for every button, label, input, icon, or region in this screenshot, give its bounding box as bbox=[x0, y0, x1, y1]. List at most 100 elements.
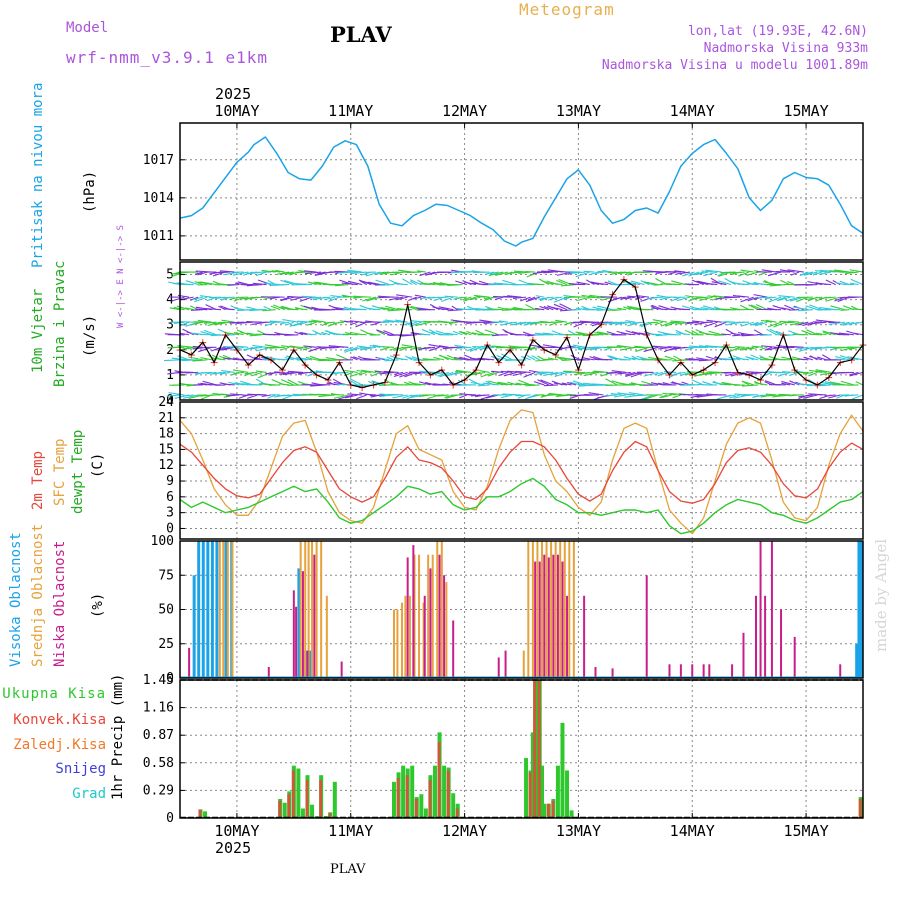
wind-arrow bbox=[432, 281, 445, 286]
wind-arrow bbox=[512, 371, 527, 376]
wind-arrow bbox=[796, 346, 809, 350]
wind-arrow bbox=[318, 394, 335, 398]
total-precip-bar bbox=[535, 680, 540, 818]
total-precip-bar bbox=[296, 768, 301, 818]
wind-arrow bbox=[477, 384, 490, 387]
wind-arrow bbox=[815, 332, 827, 336]
total-precip-bar bbox=[419, 794, 424, 818]
wind-arrow bbox=[643, 394, 659, 400]
wind-arrow bbox=[289, 321, 304, 327]
wind-arrow bbox=[415, 321, 431, 327]
temp-tick-label: 21 bbox=[158, 411, 174, 426]
wind-arrow bbox=[611, 370, 627, 373]
wind-arrow bbox=[507, 370, 522, 373]
wind-arrow bbox=[675, 359, 691, 362]
wind-arrow bbox=[767, 271, 782, 277]
wind-arrow bbox=[451, 305, 459, 311]
wind-arrow bbox=[349, 379, 358, 386]
wind-arrow bbox=[583, 270, 595, 273]
wind-arrow bbox=[650, 307, 668, 311]
wind-arrow bbox=[371, 380, 381, 386]
wind-arrow bbox=[548, 305, 563, 311]
wind-arrow bbox=[854, 321, 864, 325]
wind-arrow bbox=[332, 371, 349, 374]
wind-arrow bbox=[392, 394, 408, 399]
wind-arrow bbox=[723, 394, 736, 398]
wind-tick-label: 4 bbox=[166, 293, 174, 308]
wind-arrow bbox=[617, 371, 631, 375]
wind-arrow bbox=[657, 346, 672, 350]
wind-arrow bbox=[418, 381, 431, 386]
date-label-bottom: 12MAY bbox=[442, 822, 487, 840]
wind-arrow bbox=[324, 321, 335, 324]
wind-arrow bbox=[822, 354, 832, 361]
wind-arrow bbox=[551, 296, 563, 300]
wind-arrow bbox=[213, 271, 231, 274]
wind-arrow bbox=[555, 394, 572, 397]
wind-arrow bbox=[849, 269, 864, 273]
wind-arrow bbox=[343, 346, 354, 352]
wind-arrow bbox=[559, 303, 572, 311]
wind-arrow bbox=[740, 321, 754, 327]
wind-arrow bbox=[480, 371, 495, 378]
wind-arrow bbox=[320, 296, 331, 299]
wind-arrow bbox=[199, 295, 212, 298]
total-precip-bar bbox=[530, 732, 535, 818]
date-label-top: 12MAY bbox=[442, 102, 487, 120]
precip-panel-frame bbox=[179, 679, 864, 819]
temp2m-line bbox=[179, 440, 864, 504]
wind-arrow bbox=[808, 371, 818, 377]
wind-arrow bbox=[412, 296, 422, 300]
wind-arrow bbox=[207, 371, 217, 375]
wind-arrow bbox=[618, 271, 631, 275]
wind-arrow bbox=[284, 334, 299, 336]
wind-arrow bbox=[849, 356, 864, 361]
wind-arrow bbox=[310, 296, 322, 299]
wind-arrow bbox=[333, 394, 349, 399]
wind-arrow bbox=[349, 320, 363, 323]
low-cloud-bar bbox=[764, 595, 767, 678]
wind-arrow bbox=[486, 308, 504, 311]
wind-arrow bbox=[399, 371, 413, 378]
conv-precip-bar bbox=[455, 808, 459, 818]
wind-arrow bbox=[380, 346, 390, 351]
wind-arrow bbox=[376, 329, 390, 336]
wind-arrow bbox=[779, 320, 791, 323]
wind-arrow bbox=[395, 357, 408, 361]
wind-arrow bbox=[369, 394, 385, 397]
wind-arrow bbox=[797, 321, 809, 326]
wind-arrow bbox=[556, 271, 572, 276]
wind-arrow bbox=[542, 280, 554, 286]
wind-arrow bbox=[285, 321, 295, 326]
wind-arrow bbox=[806, 296, 823, 300]
wind-arrow bbox=[692, 296, 709, 300]
wind-arrow bbox=[356, 345, 367, 348]
wind-arrow bbox=[179, 332, 190, 336]
wind-arrow bbox=[255, 271, 267, 277]
wind-arrow bbox=[276, 271, 290, 275]
wind-arrow bbox=[758, 271, 768, 276]
wind-arrow bbox=[828, 321, 845, 326]
wind-arrow bbox=[556, 279, 568, 286]
wind-arrow bbox=[282, 318, 299, 323]
conv-precip-bar bbox=[551, 800, 555, 818]
wind-arrow bbox=[533, 371, 545, 376]
wind-arrow bbox=[368, 281, 381, 286]
wind-arrow bbox=[393, 346, 404, 351]
mid-cloud-bar bbox=[218, 541, 221, 678]
wind-arrow bbox=[386, 356, 395, 361]
model-name: wrf-nmm_v3.9.1 e1km bbox=[66, 48, 269, 67]
wind-arrow bbox=[670, 382, 686, 386]
wind-arrow bbox=[472, 371, 486, 376]
high-cloud-bar bbox=[201, 541, 205, 678]
wind-arrow bbox=[350, 356, 358, 361]
wind-arrow bbox=[387, 309, 404, 312]
wind-arrow bbox=[280, 306, 290, 311]
wind-arrow bbox=[650, 382, 663, 386]
wind-arrow bbox=[494, 296, 504, 301]
wind-arrow bbox=[853, 332, 864, 336]
wind-arrow bbox=[408, 356, 417, 361]
wind-arrow bbox=[185, 280, 199, 286]
wind-arrow bbox=[690, 394, 704, 398]
wind-arrow bbox=[705, 355, 718, 361]
